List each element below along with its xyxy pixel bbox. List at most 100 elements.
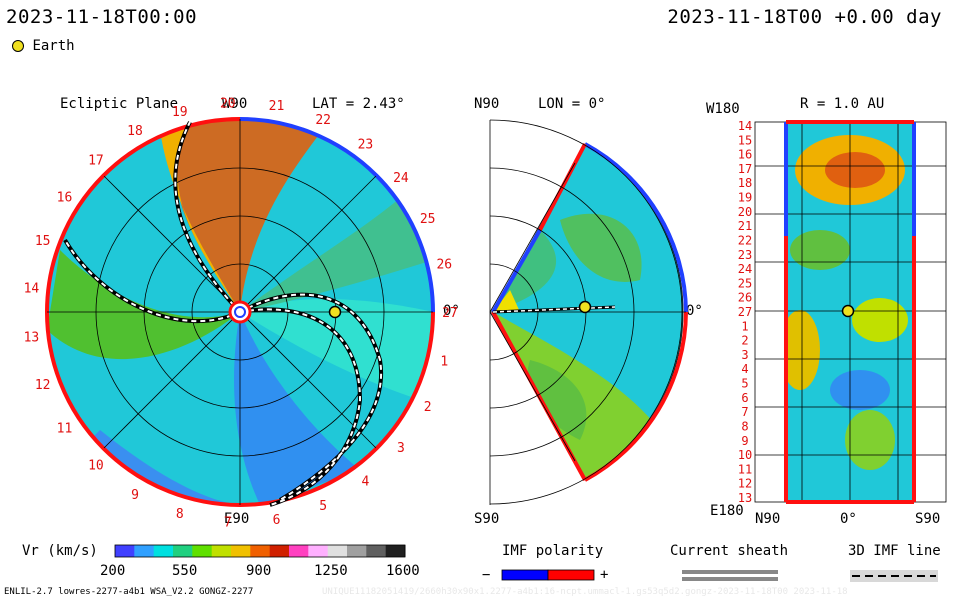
earth-marker-meridional bbox=[578, 300, 592, 314]
ecliptic-title: Ecliptic Plane bbox=[60, 96, 179, 112]
rotation-label: 27 bbox=[442, 306, 458, 321]
radial-row-label: 16 bbox=[738, 148, 752, 162]
date-right: 2023-11-18T00 +0.00 day bbox=[667, 6, 942, 28]
rotation-label: 10 bbox=[88, 459, 104, 474]
radial-row-label: 26 bbox=[738, 291, 752, 305]
w90-label: W90 bbox=[222, 96, 248, 112]
rotation-label: 8 bbox=[176, 507, 184, 522]
radial-row-label: 12 bbox=[738, 477, 752, 491]
e180-label: E180 bbox=[710, 503, 744, 519]
rotation-label: 15 bbox=[35, 234, 51, 249]
lat-label: LAT = 2.43° bbox=[312, 96, 405, 112]
lon-label: LON = 0° bbox=[538, 96, 606, 112]
rotation-label: 6 bbox=[273, 513, 281, 528]
rotation-label: 17 bbox=[88, 153, 104, 168]
imf-positive-swatch bbox=[547, 569, 595, 581]
radial-row-label: 18 bbox=[738, 176, 752, 190]
rotation-label: 4 bbox=[361, 474, 369, 489]
date-left: 2023-11-18T00:00 bbox=[6, 6, 198, 28]
colorbar-segment bbox=[289, 545, 309, 557]
rotation-label: 25 bbox=[420, 212, 436, 227]
radial-row-label: 24 bbox=[738, 262, 752, 276]
sun-marker bbox=[228, 300, 252, 324]
rotation-label: 11 bbox=[57, 421, 73, 436]
colorbar-segment bbox=[269, 545, 290, 557]
colorbar-segment bbox=[134, 545, 155, 557]
rotation-label: 5 bbox=[319, 499, 327, 514]
radial-row-label: 6 bbox=[741, 391, 748, 405]
colorbar-segment bbox=[192, 545, 213, 557]
colorbar-segment bbox=[153, 545, 174, 557]
radial-row-label: 14 bbox=[738, 119, 752, 133]
colorbar-segment bbox=[366, 545, 387, 557]
colorbar-segment bbox=[173, 545, 193, 557]
imf-plus-label: + bbox=[600, 567, 609, 583]
current-sheath-title: Current sheath bbox=[670, 543, 789, 559]
imf-negative-swatch bbox=[501, 569, 549, 581]
imf-minus-label: − bbox=[482, 567, 491, 583]
colorbar-segment bbox=[327, 545, 348, 557]
colorbar-segment bbox=[347, 545, 367, 557]
radial-row-label: 27 bbox=[738, 305, 752, 319]
radial-row-label: 8 bbox=[741, 420, 748, 434]
rotation-label: 2 bbox=[424, 400, 432, 415]
radial-row-label: 15 bbox=[738, 133, 752, 147]
radial-row-label: 11 bbox=[738, 462, 752, 476]
rotation-label: 22 bbox=[315, 113, 331, 128]
rotation-label: 26 bbox=[436, 258, 452, 273]
rotation-label: 9 bbox=[131, 488, 139, 503]
radial-row-label: 1 bbox=[741, 319, 748, 333]
meridional-field bbox=[493, 144, 683, 480]
radial-row-label: 5 bbox=[741, 377, 748, 391]
rotation-label: 24 bbox=[393, 171, 409, 186]
radial-row-label: 22 bbox=[738, 234, 752, 248]
colorbar-segment bbox=[250, 545, 271, 557]
colorbar-segment bbox=[115, 545, 135, 557]
colorbar-tick-1: 550 bbox=[172, 563, 198, 579]
radial-row-label: 21 bbox=[738, 219, 752, 233]
ecliptic-zero-label: 0° bbox=[443, 303, 460, 319]
rotation-label: 13 bbox=[24, 330, 40, 345]
imf-polarity-title: IMF polarity bbox=[502, 543, 604, 559]
colorbar-tick-2: 900 bbox=[246, 563, 272, 579]
radial-row-label: 4 bbox=[741, 362, 748, 376]
radial-row-label: 13 bbox=[738, 491, 752, 505]
radial-row-labels: 1415161718192021222324252627123456789101… bbox=[738, 119, 752, 505]
radial-n90-label: N90 bbox=[755, 511, 781, 527]
colorbar-segment bbox=[308, 545, 329, 557]
radial-zero-label: 0° bbox=[840, 511, 857, 527]
radial-row-label: 10 bbox=[738, 448, 752, 462]
radial-row-label: 20 bbox=[738, 205, 752, 219]
rotation-label: 14 bbox=[24, 282, 40, 297]
radial-row-label: 9 bbox=[741, 434, 748, 448]
colorbar-tick-3: 1250 bbox=[314, 563, 348, 579]
w180-label: W180 bbox=[706, 101, 740, 117]
rotation-label: 21 bbox=[269, 99, 285, 114]
earth-legend: Earth bbox=[12, 38, 75, 54]
colorbar-tick-0: 200 bbox=[100, 563, 126, 579]
colorbar-segment bbox=[211, 545, 232, 557]
radial-row-label: 3 bbox=[741, 348, 748, 362]
n90-label: N90 bbox=[474, 96, 500, 112]
colorbar bbox=[115, 545, 406, 557]
radial-s90-label: S90 bbox=[915, 511, 941, 527]
rotation-label: 3 bbox=[397, 441, 405, 456]
earth-icon bbox=[12, 40, 24, 52]
radial-row-label: 25 bbox=[738, 276, 752, 290]
colorbar-tick-4: 1600 bbox=[386, 563, 420, 579]
rotation-label: 20 bbox=[220, 96, 236, 111]
s90-label: S90 bbox=[474, 511, 500, 527]
radial-row-label: 7 bbox=[741, 405, 748, 419]
earth-legend-label: Earth bbox=[32, 38, 75, 54]
radial-row-label: 19 bbox=[738, 191, 752, 205]
colorbar-segment bbox=[385, 545, 406, 557]
colorbar-label: Vr (km/s) bbox=[22, 543, 98, 559]
radial-row-label: 2 bbox=[741, 334, 748, 348]
sheath-swatch-top bbox=[682, 570, 778, 574]
earth-marker-ecliptic bbox=[328, 305, 342, 319]
rotation-label: 12 bbox=[35, 378, 51, 393]
radial-row-label: 23 bbox=[738, 248, 752, 262]
meridional-zero-label: 0° bbox=[686, 303, 703, 319]
